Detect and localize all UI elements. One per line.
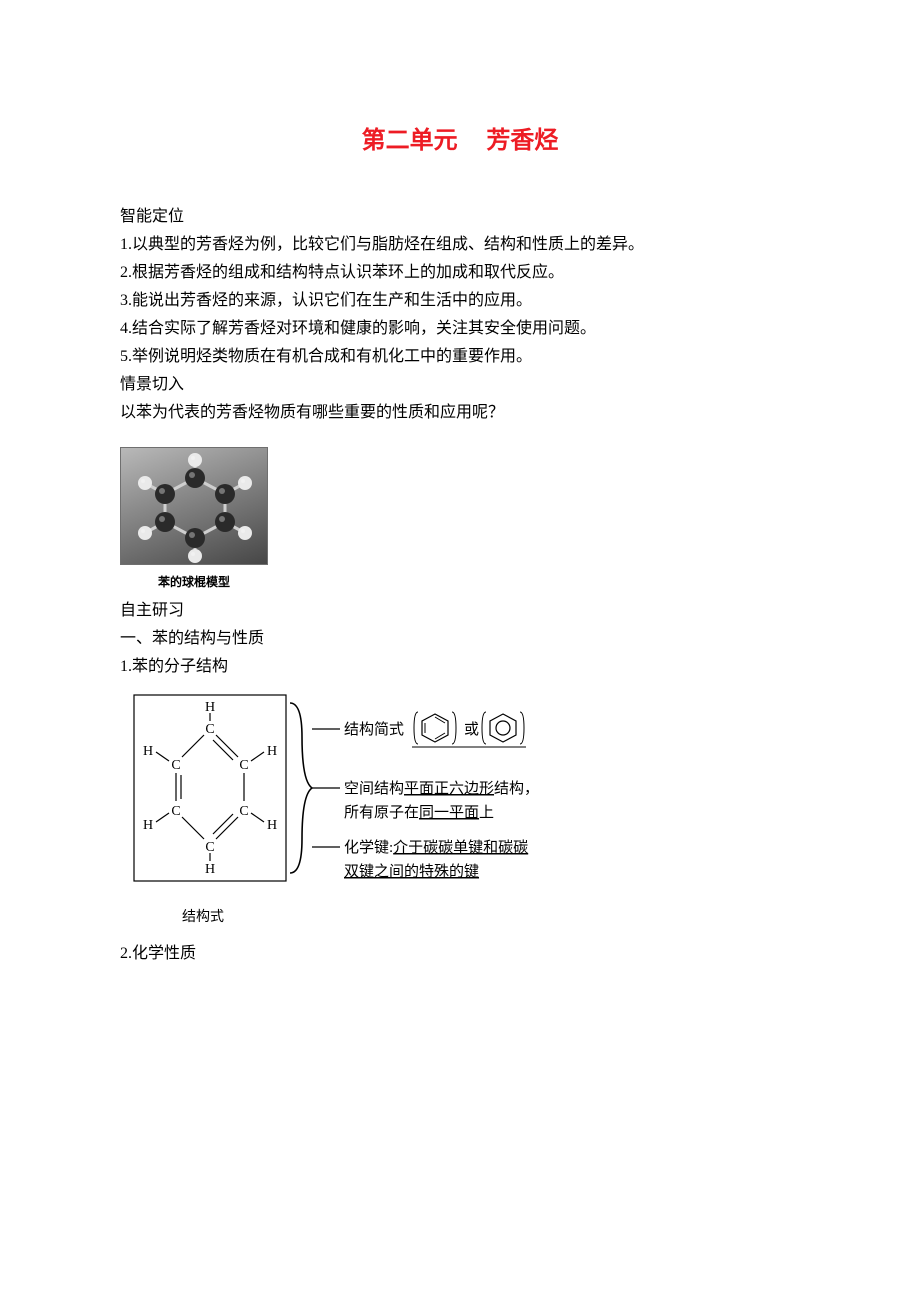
benzene-model-svg [121, 448, 268, 565]
page-title: 第二单元 芳香烃 [120, 120, 800, 155]
subsection2-label: 2.化学性质 [120, 940, 800, 968]
benzene-circle-icon [482, 712, 524, 744]
section-label-selfstudy: 自主研习 [120, 597, 800, 625]
section-label-positioning: 智能定位 [120, 203, 800, 231]
benzene-model-caption: 苯的球棍模型 [120, 573, 268, 590]
svg-text:C: C [239, 804, 248, 819]
objective-5: 5.举例说明烃类物质在有机合成和有机化工中的重要作用。 [120, 343, 800, 371]
benzene-model-render [120, 447, 268, 565]
label-spatial-line1: 空间结构平面正六边形结构， [344, 780, 539, 797]
svg-text:H: H [143, 818, 153, 833]
svg-text:H: H [205, 862, 215, 877]
svg-text:H: H [267, 818, 277, 833]
objective-4: 4.结合实际了解芳香烃对环境和健康的影响，关注其安全使用问题。 [120, 315, 800, 343]
label-spatial-line2: 所有原子在同一平面上 [344, 804, 494, 821]
objective-3: 3.能说出芳香烃的来源，认识它们在生产和生活中的应用。 [120, 287, 800, 315]
part1-label: 一、苯的结构与性质 [120, 625, 800, 653]
svg-text:H: H [267, 744, 277, 759]
benzene-kekule-icon [414, 712, 456, 744]
svg-text:C: C [205, 840, 214, 855]
title-topic: 芳香烃 [486, 127, 558, 154]
objective-2: 2.根据芳香烃的组成和结构特点认识苯环上的加成和取代反应。 [120, 259, 800, 287]
benzene-structure-svg: C C C C C C H H H H H H [120, 689, 600, 899]
benzene-structure-figure: C C C C C C H H H H H H [120, 689, 600, 926]
brace-icon [290, 703, 312, 873]
label-bond-line1: 化学键:介于碳碳单键和碳碳 [344, 839, 528, 856]
label-bond-line2: 双键之间的特殊的键 [344, 863, 479, 880]
structure-caption: 结构式 [182, 906, 600, 926]
label-or: 或 [464, 721, 479, 738]
svg-text:C: C [239, 758, 248, 773]
title-unit: 第二单元 [362, 127, 458, 154]
scene-question: 以苯为代表的芳香烃物质有哪些重要的性质和应用呢？ [120, 399, 800, 427]
objective-1: 1.以典型的芳香烃为例，比较它们与脂肪烃在组成、结构和性质上的差异。 [120, 231, 800, 259]
benzene-model-figure: 苯的球棍模型 [120, 447, 800, 577]
section-label-scene: 情景切入 [120, 371, 800, 399]
svg-text:H: H [205, 700, 215, 715]
label-condensed: 结构简式 [344, 721, 404, 738]
subsection1-label: 1.苯的分子结构 [120, 653, 800, 681]
svg-text:H: H [143, 744, 153, 759]
svg-text:C: C [171, 758, 180, 773]
svg-text:C: C [205, 722, 214, 737]
svg-text:C: C [171, 804, 180, 819]
